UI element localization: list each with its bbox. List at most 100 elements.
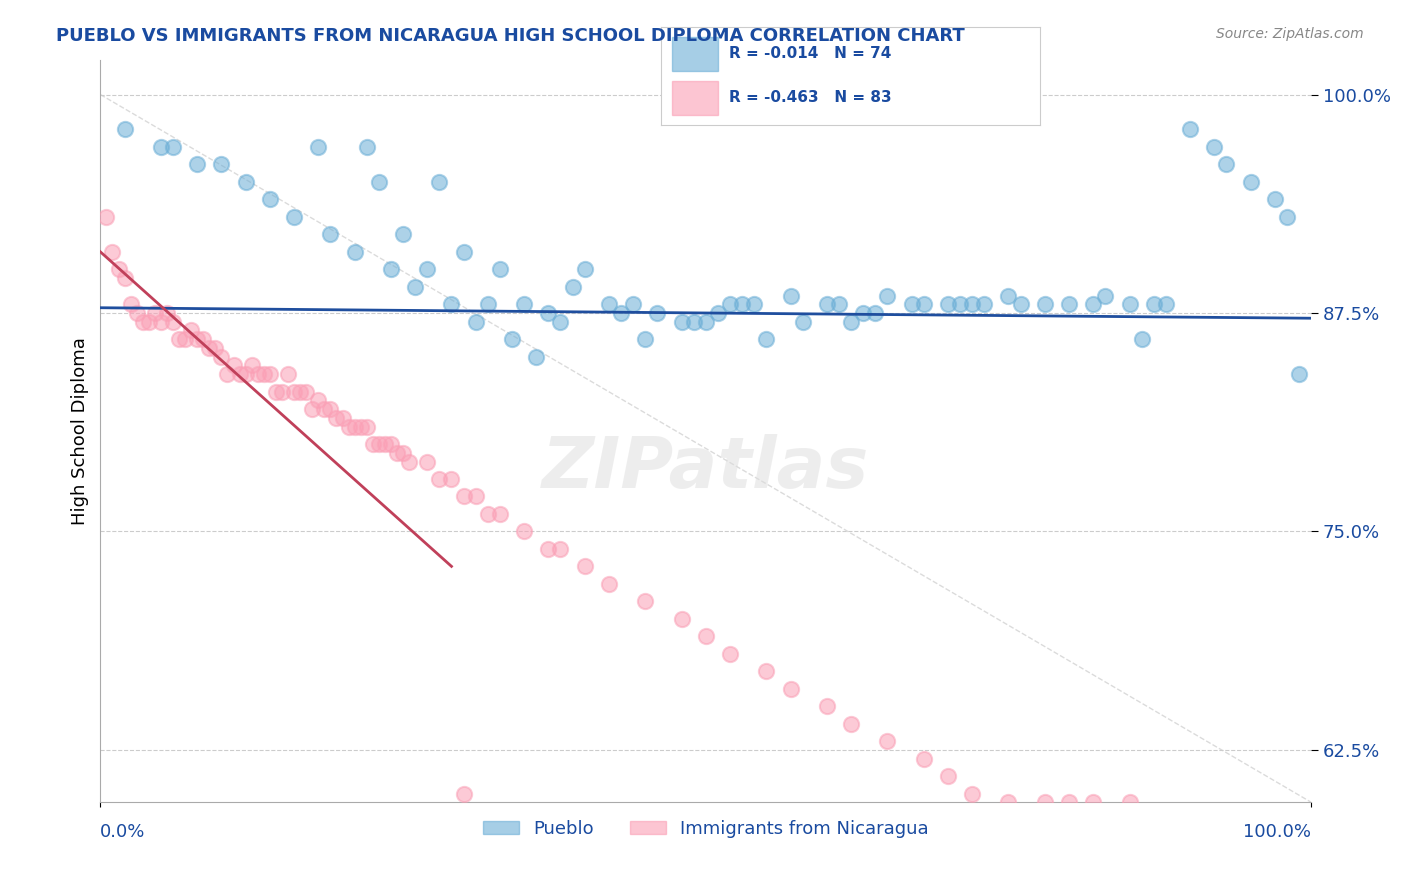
Point (960, 787, 983, 801)
Point (343, 244, 366, 259)
Point (416, 454, 439, 468)
Point (598, 577, 620, 591)
Point (429, 472, 451, 486)
Point (671, 612, 693, 626)
Point (779, 288, 801, 302)
Point (550, 315, 572, 329)
Point (114, 122, 136, 136)
Point (550, 541, 572, 556)
Point (107, 262, 129, 277)
Y-axis label: High School Diploma: High School Diploma (72, 337, 89, 524)
Point (325, 410, 347, 425)
Point (385, 446, 408, 460)
Point (156, 306, 179, 320)
Point (695, 629, 717, 643)
Point (167, 332, 190, 346)
Point (839, 716, 862, 731)
Point (143, 306, 166, 320)
Point (416, 262, 439, 277)
Point (374, 437, 396, 451)
Point (865, 306, 887, 320)
Point (380, 262, 402, 277)
Point (936, 769, 959, 783)
Point (598, 297, 620, 311)
Point (217, 367, 239, 381)
Point (204, 341, 226, 355)
Point (319, 402, 342, 417)
Point (634, 594, 657, 608)
Point (240, 359, 263, 373)
Point (1010, 297, 1032, 311)
Point (997, 795, 1019, 809)
Point (332, 410, 354, 425)
Point (477, 507, 499, 521)
Point (295, 384, 318, 399)
Point (561, 279, 583, 293)
Point (1118, 297, 1140, 311)
Point (501, 332, 523, 346)
Point (839, 315, 862, 329)
Point (742, 297, 765, 311)
Point (1264, 193, 1286, 207)
Point (138, 315, 160, 329)
Point (392, 227, 415, 242)
Point (1143, 297, 1166, 311)
Point (186, 157, 208, 171)
Point (132, 315, 155, 329)
Point (513, 524, 536, 539)
Point (198, 341, 221, 355)
Point (1033, 795, 1056, 809)
Point (228, 367, 250, 381)
Point (997, 288, 1019, 302)
Point (671, 315, 693, 329)
Point (162, 140, 184, 154)
Point (1033, 297, 1056, 311)
Point (1094, 288, 1116, 302)
Point (936, 297, 959, 311)
Point (283, 210, 305, 224)
Point (440, 472, 463, 486)
Point (1130, 332, 1153, 346)
Point (149, 140, 172, 154)
Point (1178, 122, 1201, 136)
Point (718, 647, 741, 661)
Point (610, 306, 633, 320)
Point (356, 419, 378, 434)
Point (634, 332, 657, 346)
Point (718, 297, 741, 311)
Point (876, 288, 898, 302)
Point (404, 279, 426, 293)
Point (1083, 795, 1105, 809)
Point (900, 297, 922, 311)
Text: ZIPatlas: ZIPatlas (543, 434, 869, 502)
Point (973, 297, 995, 311)
Point (174, 332, 197, 346)
Point (343, 419, 366, 434)
Point (852, 306, 875, 320)
Point (489, 262, 512, 277)
Point (695, 315, 717, 329)
Point (876, 734, 898, 748)
Point (464, 315, 486, 329)
Point (453, 244, 475, 259)
Point (574, 559, 596, 574)
Point (755, 332, 778, 346)
Point (259, 193, 281, 207)
Point (392, 446, 415, 460)
Point (707, 306, 730, 320)
Point (1154, 297, 1177, 311)
Point (264, 384, 287, 399)
Point (1215, 157, 1237, 171)
Point (1275, 210, 1298, 224)
Text: 0.0%: 0.0% (100, 823, 146, 841)
Point (1240, 175, 1263, 189)
Point (114, 271, 136, 285)
Point (356, 140, 378, 154)
Point (180, 323, 202, 337)
Point (367, 437, 389, 451)
Point (301, 402, 323, 417)
Point (271, 384, 294, 399)
Point (815, 297, 838, 311)
Point (682, 315, 704, 329)
Point (259, 367, 281, 381)
